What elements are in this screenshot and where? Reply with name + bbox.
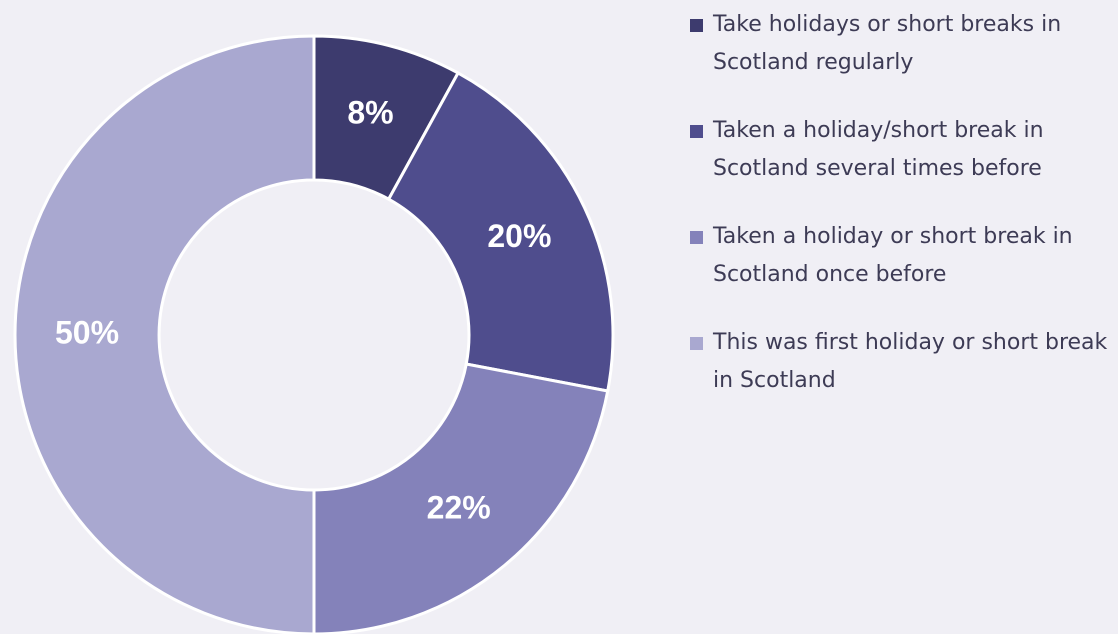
legend-label: Take holidays or short breaks in Scotlan…	[713, 12, 1062, 75]
donut-segment	[386, 70, 615, 393]
donut: 8% 20% 22% 50%	[13, 34, 615, 634]
legend-swatch	[690, 231, 703, 244]
legend-label: This was first holiday or short break in…	[713, 330, 1108, 393]
data-label: 20%	[487, 218, 551, 254]
legend-label: Taken a holiday/short break in Scotland …	[713, 118, 1044, 181]
data-label: 8%	[347, 95, 393, 131]
data-label: 22%	[427, 489, 491, 525]
legend-label: Taken a holiday or short break in Scotla…	[713, 224, 1073, 287]
legend-swatch	[690, 337, 703, 350]
legend-item: Take holidays or short breaks in Scotlan…	[690, 6, 1115, 82]
legend-item: Taken a holiday/short break in Scotland …	[690, 112, 1115, 188]
donut-segment	[312, 362, 610, 634]
legend: Take holidays or short breaks in Scotlan…	[690, 6, 1115, 430]
legend-swatch	[690, 125, 703, 138]
legend-item: This was first holiday or short break in…	[690, 324, 1115, 400]
data-label: 50%	[55, 314, 119, 350]
legend-swatch	[690, 19, 703, 32]
legend-item: Taken a holiday or short break in Scotla…	[690, 218, 1115, 294]
donut-segment	[13, 34, 316, 634]
